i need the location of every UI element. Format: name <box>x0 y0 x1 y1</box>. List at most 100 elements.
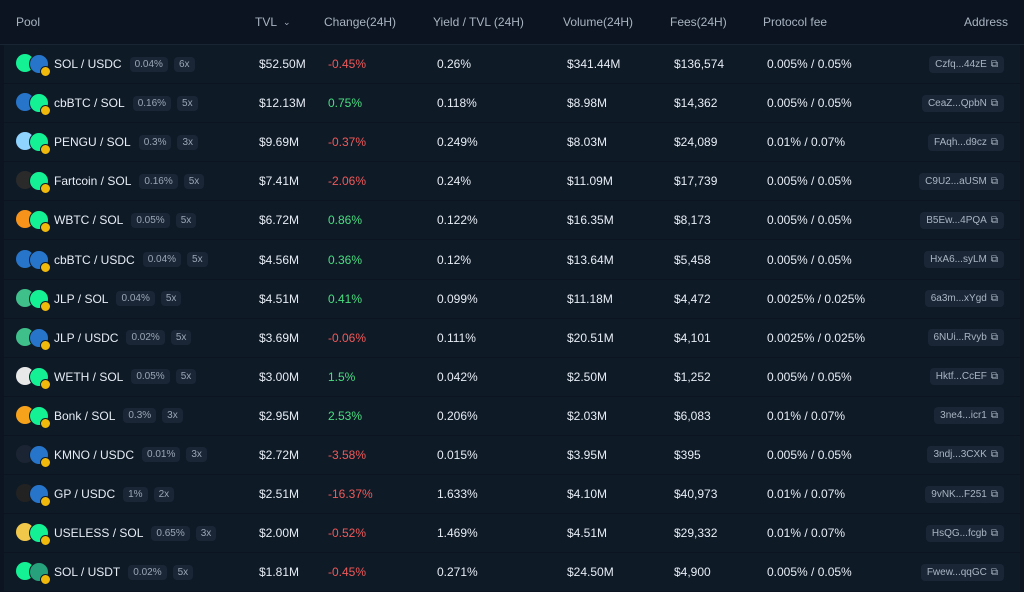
address-copy-button[interactable]: 3ndj...3CXK ⧉ <box>927 446 1004 464</box>
reward-badge-icon <box>40 144 51 156</box>
address-copy-button[interactable]: Hktf...CcEF ⧉ <box>929 368 1004 386</box>
header-yield[interactable]: Yield / TVL (24H) <box>433 15 524 29</box>
pool-pair[interactable]: JLP / SOL <box>54 291 109 306</box>
reward-badge-icon <box>40 574 51 586</box>
change-cell: 0.41% <box>328 291 363 306</box>
pool-pair[interactable]: Fartcoin / SOL <box>54 174 132 189</box>
table-row[interactable]: PENGU / SOL 0.3% 3x $9.69M -0.37% 0.249%… <box>4 123 1020 163</box>
pool-pair[interactable]: cbBTC / USDC <box>54 252 135 267</box>
address-cell: FAqh...d9cz ⧉ <box>917 133 1020 151</box>
yield-cell: 0.206% <box>437 408 478 423</box>
table-row[interactable]: WETH / SOL 0.05% 5x $3.00M 1.5% 0.042% $… <box>4 357 1020 397</box>
table-row[interactable]: cbBTC / USDC 0.04% 5x $4.56M 0.36% 0.12%… <box>4 240 1020 280</box>
fee-tier-badge: 0.3% <box>123 408 157 424</box>
header-change[interactable]: Change(24H) <box>324 15 397 29</box>
reward-badge-icon <box>40 66 51 78</box>
fee-tier-badge: 0.04% <box>129 56 168 72</box>
address-copy-button[interactable]: Fwew...qqGC ⧉ <box>920 563 1004 581</box>
pool-pair[interactable]: KMNO / USDC <box>54 447 135 462</box>
pool-token-icons <box>16 208 51 234</box>
pool-cell: Bonk / SOL 0.3% 3x <box>4 404 244 429</box>
pool-pair[interactable]: GP / USDC <box>54 487 116 502</box>
leverage-badge: 5x <box>160 291 182 307</box>
protocol-fee-cell: 0.005% / 0.05% <box>767 57 852 72</box>
address-copy-button[interactable]: HxA6...syLM ⧉ <box>924 251 1004 269</box>
pool-token-icons <box>16 326 51 351</box>
fee-tier-badge: 0.02% <box>126 330 165 346</box>
change-cell: -2.06% <box>328 174 367 189</box>
pool-cell: GP / USDC 1% 2x <box>4 482 244 508</box>
pool-pair[interactable]: JLP / USDC <box>54 330 119 345</box>
pool-token-icons <box>16 521 51 547</box>
fees-cell: $395 <box>674 447 701 462</box>
address-copy-button[interactable]: 3ne4...icr1 ⧉ <box>934 407 1004 425</box>
table-row[interactable]: SOL / USDC 0.04% 6x $52.50M -0.45% 0.26%… <box>4 45 1020 85</box>
pool-pair[interactable]: SOL / USDT <box>54 565 121 580</box>
header-fees[interactable]: Fees(24H) <box>670 15 727 29</box>
header-protocol-fee[interactable]: Protocol fee <box>763 15 828 29</box>
address-copy-button[interactable]: 6NUi...Rvyb ⧉ <box>927 329 1004 347</box>
volume-cell: $16.35M <box>567 213 614 228</box>
volume-cell: $13.64M <box>567 252 614 267</box>
table-row[interactable]: Fartcoin / SOL 0.16% 5x $7.41M -2.06% 0.… <box>4 162 1020 202</box>
table-row[interactable]: JLP / USDC 0.02% 5x $3.69M -0.06% 0.111%… <box>4 318 1020 358</box>
reward-badge-icon <box>40 261 51 273</box>
table-row[interactable]: SOL / USDT 0.02% 5x $1.81M -0.45% 0.271%… <box>4 553 1020 592</box>
volume-cell: $2.50M <box>567 369 608 384</box>
change-cell: 0.75% <box>328 96 363 111</box>
address-text: CeaZ...QpbN <box>927 97 987 109</box>
pool-pair[interactable]: WETH / SOL <box>54 369 124 384</box>
address-copy-button[interactable]: FAqh...d9cz ⧉ <box>928 133 1004 151</box>
header-pool[interactable]: Pool <box>16 15 41 29</box>
address-copy-button[interactable]: C9U2...aUSM ⧉ <box>919 172 1004 190</box>
pool-cell: WETH / SOL 0.05% 5x <box>4 365 244 390</box>
yield-cell: 0.015% <box>437 447 478 462</box>
address-copy-button[interactable]: 9vNK...F251 ⧉ <box>925 485 1004 503</box>
leverage-badge: 5x <box>177 95 198 111</box>
address-copy-button[interactable]: HsQG...fcgb ⧉ <box>925 524 1004 542</box>
volume-cell: $24.50M <box>567 565 614 580</box>
leverage-badge: 3x <box>186 447 207 463</box>
address-copy-button[interactable]: B5Ew...4PQA ⧉ <box>920 211 1004 229</box>
copy-icon: ⧉ <box>990 175 998 187</box>
fee-tier-badge: 0.3% <box>138 134 172 150</box>
pool-pair[interactable]: SOL / USDC <box>54 57 122 72</box>
table-row[interactable]: WBTC / SOL 0.05% 5x $6.72M 0.86% 0.122% … <box>4 201 1020 241</box>
protocol-fee-cell: 0.0025% / 0.025% <box>767 291 866 306</box>
change-cell: -0.06% <box>328 330 367 345</box>
address-copy-button[interactable]: CeaZ...QpbN ⧉ <box>921 94 1004 112</box>
fees-cell: $40,973 <box>674 487 718 502</box>
protocol-fee-cell: 0.01% / 0.07% <box>767 135 846 150</box>
table-row[interactable]: KMNO / USDC 0.01% 3x $2.72M -3.58% 0.015… <box>4 435 1020 476</box>
pool-pair[interactable]: USELESS / SOL <box>54 526 144 541</box>
address-copy-button[interactable]: Czfq...44zE ⧉ <box>929 55 1004 73</box>
copy-icon: ⧉ <box>990 254 998 266</box>
tvl-cell: $6.72M <box>259 213 300 228</box>
yield-cell: 0.042% <box>437 369 478 384</box>
volume-cell: $341.44M <box>567 57 621 72</box>
header-volume[interactable]: Volume(24H) <box>563 15 634 29</box>
protocol-fee-cell: 0.005% / 0.05% <box>767 213 852 228</box>
fee-tier-badge: 0.16% <box>139 173 178 189</box>
table-row[interactable]: USELESS / SOL 0.65% 3x $2.00M -0.52% 1.4… <box>4 514 1020 554</box>
table-row[interactable]: GP / USDC 1% 2x $2.51M -16.37% 1.633% $4… <box>4 475 1020 515</box>
tvl-cell: $4.51M <box>259 291 300 306</box>
table-row[interactable]: Bonk / SOL 0.3% 3x $2.95M 2.53% 0.206% $… <box>4 396 1020 436</box>
fees-cell: $24,089 <box>674 135 718 150</box>
change-cell: -0.37% <box>328 135 367 150</box>
yield-cell: 0.24% <box>437 174 472 189</box>
pool-cell: WBTC / SOL 0.05% 5x <box>4 208 244 234</box>
table-row[interactable]: cbBTC / SOL 0.16% 5x $12.13M 0.75% 0.118… <box>4 84 1020 124</box>
table-row[interactable]: JLP / SOL 0.04% 5x $4.51M 0.41% 0.099% $… <box>4 279 1020 319</box>
fee-tier-badge: 0.04% <box>142 252 182 268</box>
address-copy-button[interactable]: 6a3m...xYgd ⧉ <box>924 290 1004 308</box>
header-tvl[interactable]: TVL ⌄ <box>255 15 291 29</box>
pool-pair[interactable]: PENGU / SOL <box>54 135 131 150</box>
address-text: Fwew...qqGC <box>926 566 987 578</box>
leverage-badge: 5x <box>187 252 208 268</box>
reward-badge-icon <box>40 300 51 312</box>
pool-pair[interactable]: cbBTC / SOL <box>54 96 125 111</box>
pool-pair[interactable]: WBTC / SOL <box>54 213 124 228</box>
chevron-down-icon[interactable]: ⌄ <box>283 16 291 27</box>
pool-pair[interactable]: Bonk / SOL <box>54 408 116 423</box>
